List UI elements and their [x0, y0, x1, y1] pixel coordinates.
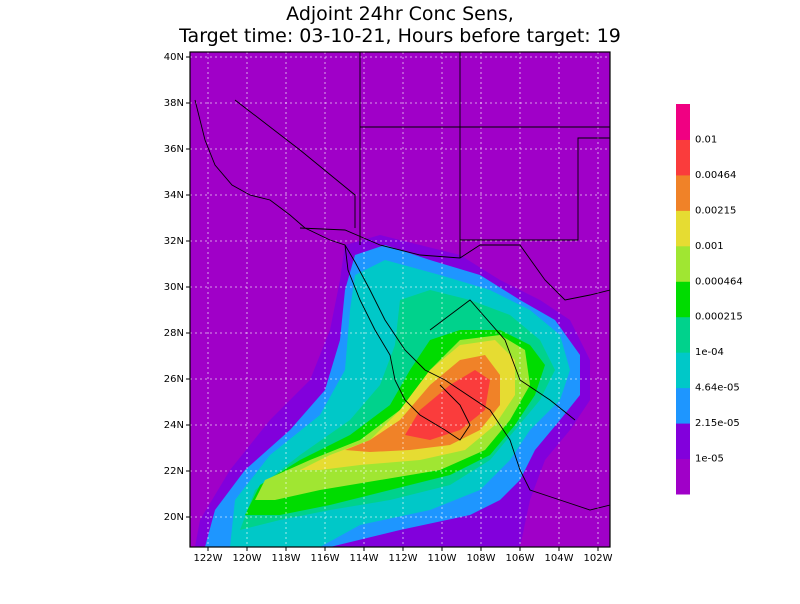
- colorbar-swatch: [676, 423, 690, 460]
- map-frame: [189, 51, 611, 548]
- title-line: Target time: 03-10-21, Hours before targ…: [178, 25, 621, 47]
- border: [429, 299, 576, 421]
- lat-label: 40N: [164, 52, 184, 63]
- lon-label: 112W: [389, 553, 418, 564]
- lon-label: 110W: [428, 553, 457, 564]
- lat-label: 22N: [164, 466, 184, 477]
- colorbar-label: 1e-05: [695, 454, 724, 465]
- grid: [190, 52, 610, 547]
- colorbar-label: 1e-04: [695, 347, 724, 358]
- colorbar-label: 2.15e-05: [695, 418, 740, 429]
- map: [190, 52, 610, 547]
- colorbar-label: 0.000464: [695, 276, 743, 287]
- lon-label: 114W: [350, 553, 379, 564]
- lon-label: 118W: [272, 553, 301, 564]
- colorbar-label: 0.00215: [695, 205, 736, 216]
- border: [234, 99, 356, 228]
- border: [460, 137, 610, 241]
- lat-label: 26N: [164, 374, 184, 385]
- colorbar-swatch: [676, 458, 690, 495]
- lon-label: 104W: [545, 553, 574, 564]
- lon-label: 108W: [467, 553, 496, 564]
- coastline: [344, 244, 471, 441]
- colorbar-label: 4.64e-05: [695, 383, 740, 394]
- border: [299, 227, 610, 301]
- lon-label: 102W: [584, 553, 613, 564]
- lat-label: 32N: [164, 236, 184, 247]
- colorbar-swatch: [676, 387, 690, 424]
- colorbar: 1e-05 2.15e-05 4.64e-05 1e-04 0.000215 0.0004…: [676, 104, 743, 495]
- title-line: Adjoint 24hr Conc Sens,: [286, 3, 514, 25]
- lat-label: 38N: [164, 98, 184, 109]
- axis-labels: 40N 38N 36N 34N 32N 30N 28N 26N 24N 22N 20N 122W 120…: [164, 52, 613, 564]
- coastline: [194, 99, 610, 511]
- colorbar-swatch: [676, 352, 690, 389]
- colorbar-swatch: [676, 139, 690, 176]
- colorbar-label: 0.01: [695, 134, 717, 145]
- colorbar-swatch: [676, 316, 690, 353]
- colorbar-label: 0.000215: [695, 312, 743, 323]
- colorbar-swatch: [676, 281, 690, 318]
- lon-label: 122W: [194, 553, 223, 564]
- lon-label: 116W: [311, 553, 340, 564]
- colorbar-label: 0.00464: [695, 170, 736, 181]
- lat-label: 36N: [164, 144, 184, 155]
- lon-label: 106W: [506, 553, 535, 564]
- lon-label: 120W: [233, 553, 262, 564]
- colorbar-swatch: [676, 104, 690, 140]
- lat-label: 34N: [164, 190, 184, 201]
- lat-label: 28N: [164, 328, 184, 339]
- colorbar-swatch: [676, 210, 690, 247]
- colorbar-label: 0.001: [695, 241, 724, 252]
- colorbar-swatch: [676, 245, 690, 282]
- colorbar-swatch: [676, 174, 690, 211]
- lat-label: 24N: [164, 420, 184, 431]
- lat-label: 30N: [164, 282, 184, 293]
- lat-label: 20N: [164, 512, 184, 523]
